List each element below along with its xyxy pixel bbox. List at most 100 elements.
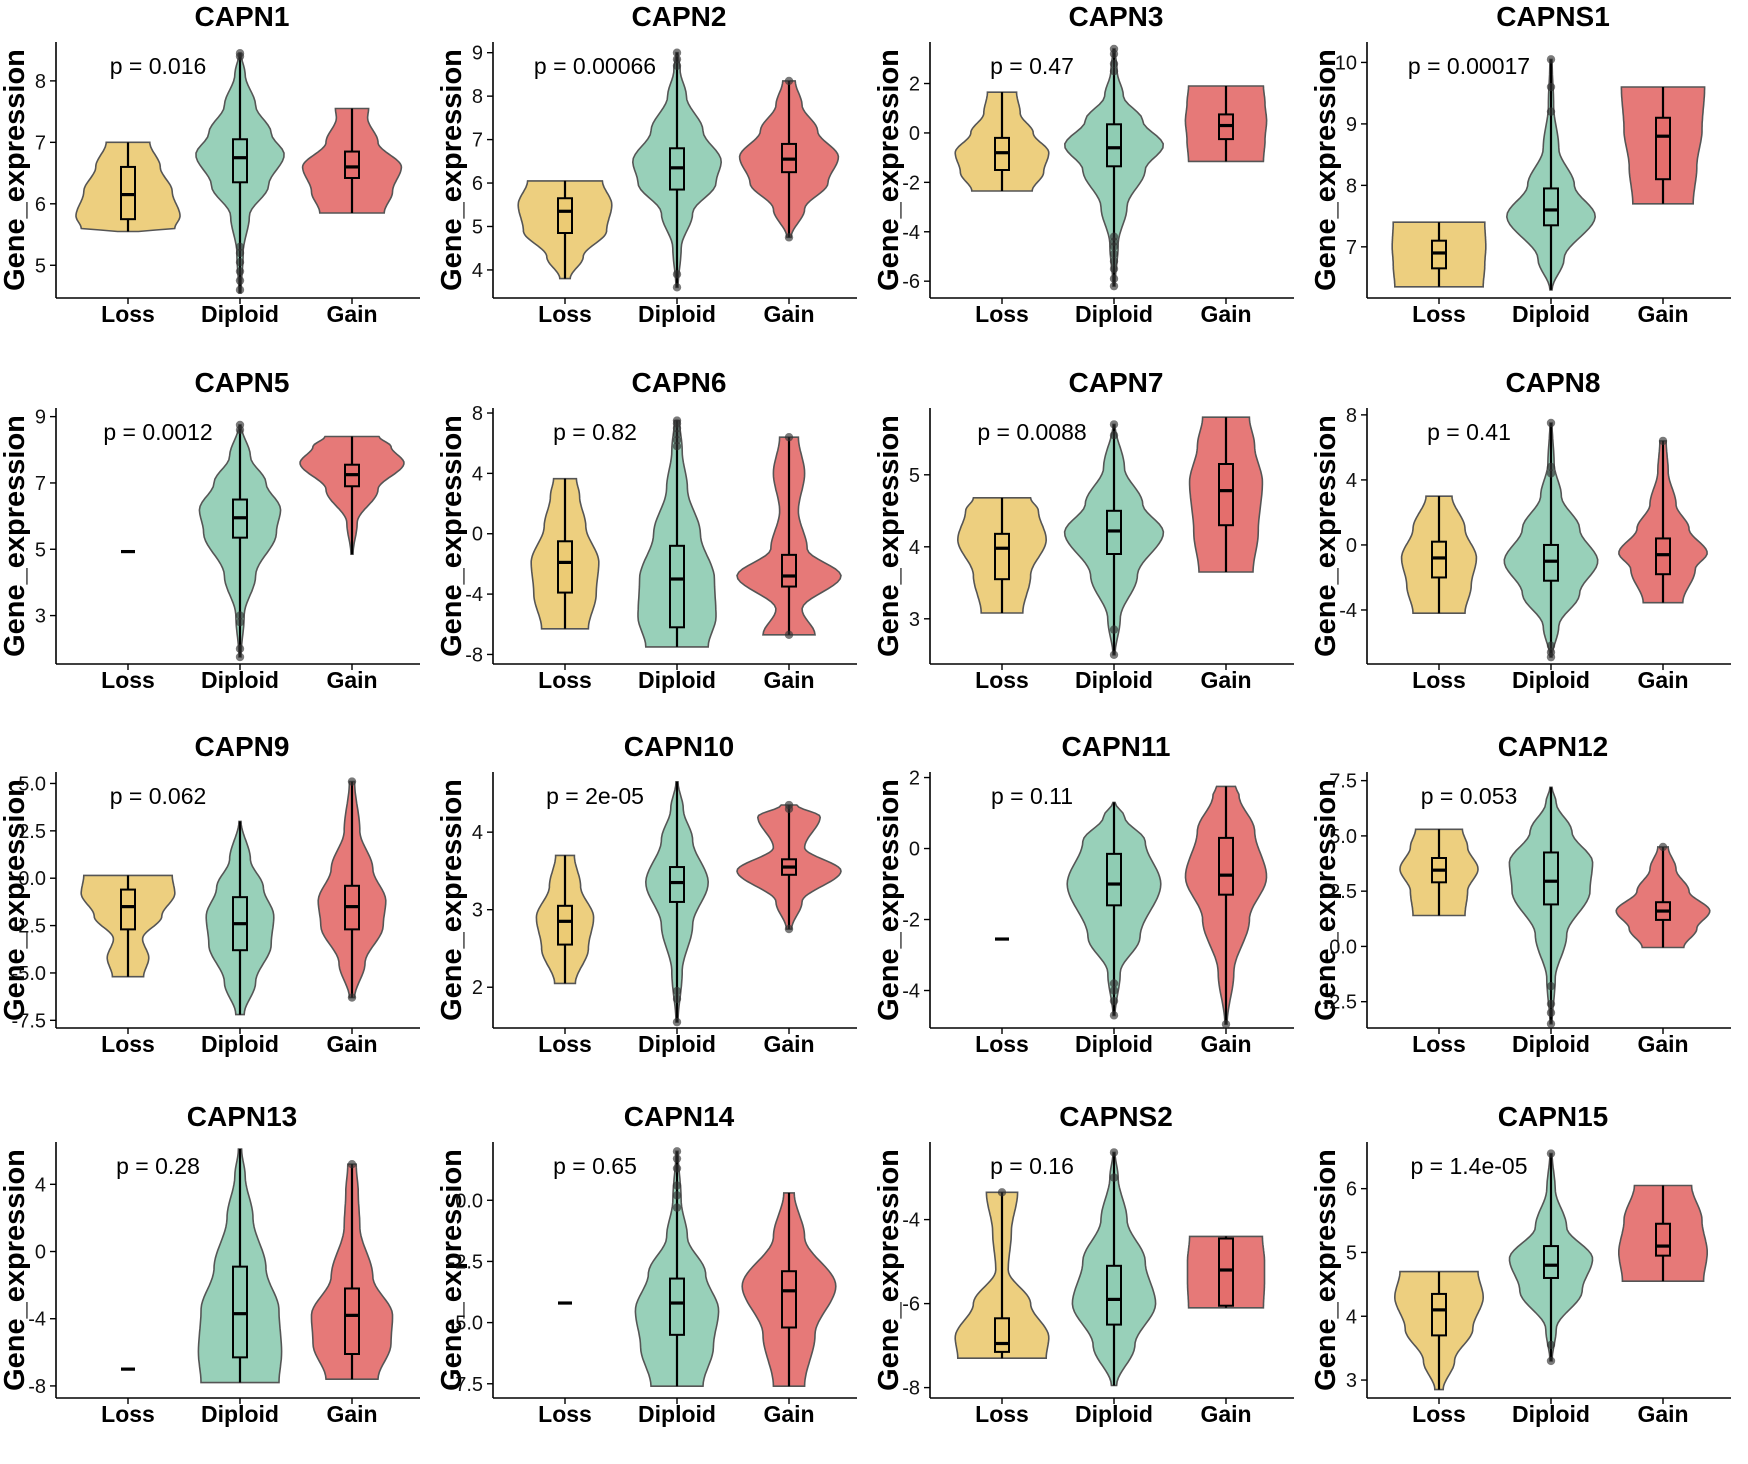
outlier-point [235, 611, 245, 620]
violin-group-gain [301, 107, 403, 214]
outlier-point [1221, 1020, 1231, 1029]
violin-group-diploid [1063, 420, 1165, 659]
y-tick-label: 4 [472, 463, 483, 485]
outlier-point [347, 1159, 357, 1169]
p-value-label: p = 0.28 [116, 1153, 200, 1179]
y-tick-label: -7.5 [12, 1010, 46, 1032]
x-tick-label-loss: Loss [1412, 1031, 1466, 1057]
x-tick-label-loss: Loss [538, 1401, 592, 1427]
outlier-point [784, 800, 794, 810]
iqr-box [1106, 1264, 1122, 1326]
outlier-point [1109, 66, 1119, 76]
p-value-label: p = 0.82 [553, 419, 637, 445]
violin-group-loss [75, 141, 181, 233]
outlier-point [672, 435, 682, 445]
x-tick-label-gain: Gain [326, 1401, 377, 1427]
y-tick-label: -2.5 [1323, 992, 1357, 1014]
iqr-box [557, 904, 573, 946]
iqr-box [1218, 836, 1234, 896]
iqr-box [344, 1287, 360, 1355]
x-tick-label-loss: Loss [538, 301, 592, 327]
iqr-box [232, 1265, 248, 1359]
outlier-point [784, 924, 794, 934]
outlier-point [1546, 1356, 1556, 1366]
iqr-box [669, 1277, 685, 1336]
outlier-point [1109, 257, 1119, 266]
iqr-box [994, 1317, 1010, 1353]
y-tick-label: -2 [902, 910, 920, 932]
y-tick-label: 6 [1346, 1179, 1357, 1201]
x-tick-label-diploid: Diploid [201, 301, 279, 327]
iqr-box [344, 150, 360, 179]
y-axis-label: Gene_expression [436, 415, 468, 657]
chart-panel-capn6: CAPN6 Gene_expression-8 -4 0 4 8 Loss Diploid Ga… [436, 367, 857, 693]
x-tick-label-diploid: Diploid [1075, 301, 1153, 327]
x-tick-label-diploid: Diploid [638, 301, 716, 327]
violin-group-diploid [198, 420, 282, 662]
outlier-point [672, 283, 682, 292]
outlier-point [347, 993, 357, 1002]
iqr-box [1655, 1222, 1671, 1257]
outlier-point [672, 1181, 682, 1190]
outlier-point [1546, 107, 1556, 116]
violin-group-gain [736, 800, 842, 934]
outlier-point [1109, 420, 1119, 429]
violin-group-diploid [195, 49, 285, 295]
outlier-point [672, 61, 682, 70]
chart-title: CAPNS1 [1496, 1, 1610, 32]
x-tick-label-loss: Loss [975, 301, 1029, 327]
p-value-label: p = 0.00017 [1408, 53, 1530, 79]
violin-group-diploid [644, 781, 710, 1027]
violin-group-gain [741, 1192, 837, 1387]
y-tick-label: -2.5 [12, 916, 46, 938]
chart-panel-capn10: CAPN10 Gene_expression 2 3 4 Loss Diploid Gain p… [436, 731, 857, 1057]
violin-group-diploid [1066, 801, 1162, 1020]
violin-group-gain [736, 432, 842, 640]
y-axis-label: Gene_expression [1310, 1149, 1342, 1391]
y-tick-label: -5.0 [12, 963, 46, 985]
outlier-point [1109, 1148, 1119, 1157]
x-tick-label-gain: Gain [326, 1031, 377, 1057]
chart-title: CAPN12 [1498, 731, 1608, 762]
outlier-point [784, 76, 794, 86]
outlier-point [1109, 979, 1119, 988]
outlier-point [235, 276, 245, 285]
outlier-point [672, 986, 682, 996]
chart-panel-capn14: CAPN14 Gene_expression-7.5 -5.0 -2.5 0.0 Loss… [436, 1101, 857, 1427]
outlier-point [1546, 418, 1556, 428]
y-tick-label: -2 [902, 172, 920, 194]
y-tick-label: 3 [472, 900, 483, 922]
p-value-label: p = 0.00066 [534, 53, 656, 79]
y-tick-label: 6 [35, 194, 46, 216]
outlier-point [672, 55, 682, 64]
x-tick-label-gain: Gain [1637, 1401, 1688, 1427]
y-tick-label: 8 [472, 86, 483, 108]
chart-title: CAPN14 [624, 1101, 735, 1132]
chart-panel-capn8: CAPN8 Gene_expression-4 0 4 8 Loss Diploid Gain… [1310, 367, 1731, 693]
x-tick-label-diploid: Diploid [201, 667, 279, 693]
outlier-point [1546, 999, 1556, 1009]
outlier-point [672, 270, 682, 279]
violin-group-loss [956, 497, 1048, 614]
outlier-point [1546, 1019, 1556, 1028]
violin-group-gain [1184, 785, 1268, 1029]
x-tick-label-diploid: Diploid [1512, 1031, 1590, 1057]
y-axis-label: Gene_expression [873, 49, 905, 291]
x-tick-label-diploid: Diploid [1512, 667, 1590, 693]
x-tick-label-loss: Loss [1412, 667, 1466, 693]
y-tick-label: 3 [1346, 1370, 1357, 1392]
violin-group-diploid [1505, 55, 1597, 291]
violin-group-gain [317, 777, 387, 1002]
y-tick-label: -7.5 [449, 1374, 483, 1396]
outlier-point [672, 994, 682, 1004]
violin-group-gain [1620, 86, 1706, 205]
x-tick-label-gain: Gain [1200, 1401, 1251, 1427]
outlier-point [1546, 648, 1556, 657]
outlier-point [784, 432, 794, 442]
iqr-box [232, 138, 248, 184]
outlier-point [997, 1188, 1007, 1197]
outlier-point [1546, 1340, 1556, 1350]
x-tick-label-gain: Gain [1200, 667, 1251, 693]
y-tick-label: 2.5 [1329, 881, 1357, 903]
y-tick-label: 7 [35, 473, 46, 495]
